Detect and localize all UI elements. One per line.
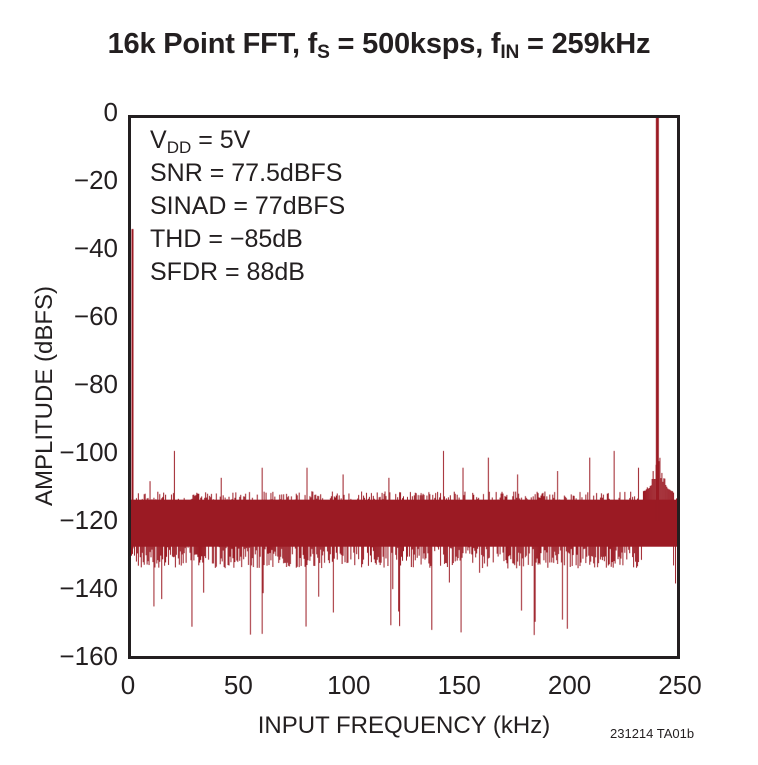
x-axis-title: INPUT FREQUENCY (kHz) [257, 712, 551, 739]
y-tick-label: −100 [59, 437, 118, 467]
x-tick-label: 250 [658, 670, 702, 700]
annotation-label: SNR = 77.5dBFS [150, 159, 343, 187]
chart-title: 16k Point FFT, fS = 500ksps, fIN = 259kH… [0, 28, 758, 64]
y-tick-label: −160 [59, 641, 118, 671]
title-text: 16k Point FFT, f [107, 28, 318, 60]
annotation-line: THD = −85dB [150, 223, 345, 256]
fft-spectrum-trace [131, 118, 677, 656]
annotation-subscript: DD [166, 137, 192, 157]
title-text: = 500ksps, f [329, 28, 501, 60]
title-subscript: IN [500, 41, 520, 63]
x-tick-label: 200 [547, 670, 592, 700]
annotation-line: VDD = 5V [150, 124, 345, 157]
y-tick-label: −140 [59, 573, 118, 603]
y-axis-title: AMPLITUDE (dBFS) [31, 285, 58, 507]
annotation-label: THD = −85dB [150, 225, 303, 253]
plot-frame [128, 115, 680, 659]
annotation-label: SINAD = 77dBFS [150, 192, 346, 220]
y-tick-label: −60 [73, 301, 118, 331]
annotation-label: SFDR = 88dB [150, 258, 305, 286]
annotation-line: SINAD = 77dBFS [150, 190, 345, 223]
title-text: = 259kHz [519, 28, 651, 60]
y-tick-label: −120 [59, 505, 118, 535]
y-tick-label: −40 [73, 233, 118, 263]
y-tick-label: −80 [73, 369, 118, 399]
x-tick-label: 0 [120, 670, 136, 700]
y-tick-label: −20 [73, 165, 118, 195]
y-tick-label: 0 [103, 97, 118, 127]
x-tick-label: 150 [437, 670, 481, 700]
figure-caption: 231214 TA01b [610, 726, 695, 741]
annotation-value: = 5V [191, 126, 251, 154]
y-axis-tick-labels: 0 −20 −40 −60 −80 −100 −120 −140 −160 [0, 0, 118, 765]
annotation-label: V [150, 126, 167, 154]
title-subscript: S [317, 41, 330, 63]
x-tick-label: 50 [223, 670, 253, 700]
measurement-annotations: VDD = 5V SNR = 77.5dBFS SINAD = 77dBFS THD … [150, 124, 345, 289]
x-tick-label: 100 [327, 670, 371, 700]
annotation-line: SNR = 77.5dBFS [150, 157, 345, 190]
annotation-line: SFDR = 88dB [150, 256, 345, 289]
